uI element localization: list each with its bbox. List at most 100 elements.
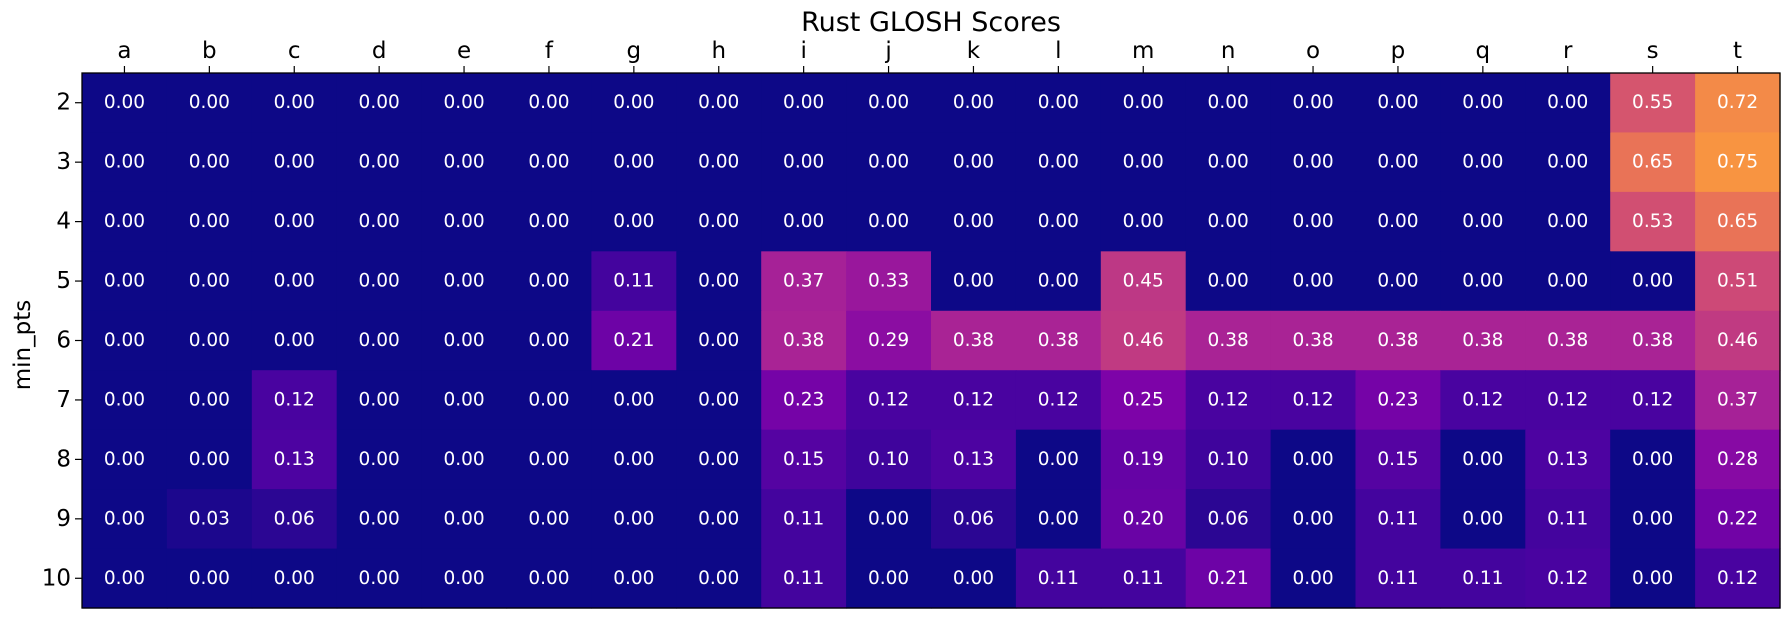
heatmap-cell-3-p <box>1355 132 1441 193</box>
cell-value-label: 0.00 <box>443 508 484 529</box>
heatmap-cell-3-r <box>1525 132 1611 193</box>
cell-value-label: 0.53 <box>1632 211 1673 232</box>
heatmap-cell-4-l <box>1015 191 1102 252</box>
y-tick-label: 7 <box>56 387 71 413</box>
cell-value-label: 0.00 <box>359 508 400 529</box>
heatmap-cell-4-d <box>336 191 423 252</box>
heatmap-cell-9-o <box>1270 489 1357 550</box>
heatmap-cell-8-j <box>846 429 932 490</box>
cell-value-label: 0.12 <box>1632 389 1673 410</box>
cell-value-label: 0.00 <box>1632 508 1673 529</box>
cell-value-label: 0.12 <box>1038 389 1079 410</box>
cell-value-label: 0.00 <box>528 568 569 589</box>
cell-value-label: 0.00 <box>1208 271 1249 292</box>
cell-value-label: 0.00 <box>528 389 569 410</box>
heatmap-cell-8-b <box>166 429 253 490</box>
cell-value-label: 0.22 <box>1717 508 1758 529</box>
x-tick-label: h <box>711 38 726 64</box>
cell-value-label: 0.25 <box>1123 389 1164 410</box>
heatmap-cell-7-o <box>1270 370 1357 431</box>
heatmap-cell-5-g <box>591 251 677 312</box>
y-tick-label: 3 <box>56 149 71 175</box>
heatmap-cell-10-n <box>1185 548 1272 609</box>
cell-value-label: 0.00 <box>1208 152 1249 173</box>
heatmap-cell-10-b <box>166 548 253 609</box>
heatmap-cell-4-j <box>846 191 932 252</box>
cell-value-label: 0.12 <box>1292 389 1333 410</box>
heatmap-cell-3-t <box>1695 132 1781 193</box>
heatmap-cell-4-r <box>1525 191 1611 252</box>
cell-value-label: 0.00 <box>274 271 315 292</box>
heatmap-cell-7-b <box>166 370 253 431</box>
heatmap-cell-9-a <box>82 489 168 550</box>
heatmap-cell-7-f <box>506 370 592 431</box>
heatmap-cell-3-d <box>336 132 423 193</box>
cell-value-label: 0.11 <box>783 568 824 589</box>
cell-value-label: 0.00 <box>698 92 739 113</box>
y-tick-label: 10 <box>42 565 71 591</box>
cell-value-label: 0.00 <box>698 330 739 351</box>
heatmap-cell-7-d <box>336 370 423 431</box>
heatmap-cell-6-t <box>1695 310 1781 371</box>
cell-value-label: 0.13 <box>953 449 994 470</box>
cell-value-label: 0.00 <box>274 211 315 232</box>
cell-value-label: 0.00 <box>189 211 230 232</box>
cell-value-label: 0.06 <box>274 508 315 529</box>
cell-value-labels: 0.00 0.00 0.00 0.00 0.00 0.00 0.00 0.00 0.00 0.00… <box>104 92 1758 589</box>
heatmap-cell-7-j <box>846 370 932 431</box>
cell-value-label: 0.00 <box>698 449 739 470</box>
cell-value-label: 0.00 <box>613 152 654 173</box>
cell-value-label: 0.11 <box>1547 508 1588 529</box>
heatmap-cell-10-d <box>336 548 423 609</box>
cell-value-label: 0.00 <box>698 152 739 173</box>
cell-value-label: 0.12 <box>868 389 909 410</box>
y-tick-label: 2 <box>56 90 71 116</box>
heatmap-cell-7-q <box>1440 370 1526 431</box>
cell-value-label: 0.19 <box>1123 449 1164 470</box>
heatmap-cell-4-q <box>1440 191 1526 252</box>
cell-value-label: 0.51 <box>1717 271 1758 292</box>
heatmap-cell-5-h <box>676 251 762 312</box>
cell-value-label: 0.00 <box>359 211 400 232</box>
y-tick-label: 6 <box>56 328 71 354</box>
y-axis-ticks: 2 3 4 5 6 7 8 9 10 <box>42 90 82 591</box>
heatmap-cell-3-k <box>931 132 1017 193</box>
heatmap-cell-7-h <box>676 370 762 431</box>
cell-value-label: 0.00 <box>359 152 400 173</box>
cell-value-label: 0.11 <box>1377 508 1418 529</box>
heatmap-cell-2-s <box>1610 73 1696 134</box>
heatmap-cell-9-e <box>421 489 508 550</box>
x-tick-label: l <box>1055 38 1061 64</box>
cell-value-label: 0.00 <box>698 211 739 232</box>
heatmap-cell-6-p <box>1355 310 1441 371</box>
heatmap-cell-3-n <box>1185 132 1272 193</box>
heatmap-cell-3-b <box>166 132 253 193</box>
heatmap-cell-2-e <box>421 73 508 134</box>
cell-value-label: 0.00 <box>274 568 315 589</box>
cell-value-label: 0.00 <box>1377 152 1418 173</box>
cell-value-label: 0.00 <box>1632 271 1673 292</box>
x-tick-label: n <box>1221 38 1236 64</box>
cell-value-label: 0.00 <box>698 508 739 529</box>
cell-value-label: 0.00 <box>443 92 484 113</box>
cell-value-label: 0.38 <box>1632 330 1673 351</box>
cell-value-label: 0.06 <box>953 508 994 529</box>
cell-value-label: 0.00 <box>1547 92 1588 113</box>
heatmap-cells <box>82 73 1781 609</box>
heatmap-cell-10-e <box>421 548 508 609</box>
cell-value-label: 0.00 <box>359 389 400 410</box>
cell-value-label: 0.00 <box>1632 568 1673 589</box>
cell-value-label: 0.38 <box>783 330 824 351</box>
cell-value-label: 0.00 <box>359 568 400 589</box>
heatmap-cell-5-j <box>846 251 932 312</box>
cell-value-label: 0.00 <box>1377 271 1418 292</box>
cell-value-label: 0.00 <box>104 152 145 173</box>
cell-value-label: 0.11 <box>613 271 654 292</box>
heatmap-cell-3-m <box>1100 132 1187 193</box>
cell-value-label: 0.00 <box>1547 211 1588 232</box>
heatmap-cell-8-e <box>421 429 508 490</box>
heatmap-cell-2-g <box>591 73 677 134</box>
x-tick-label: i <box>800 38 806 64</box>
heatmap-cell-10-r <box>1525 548 1611 609</box>
heatmap-cell-10-o <box>1270 548 1357 609</box>
